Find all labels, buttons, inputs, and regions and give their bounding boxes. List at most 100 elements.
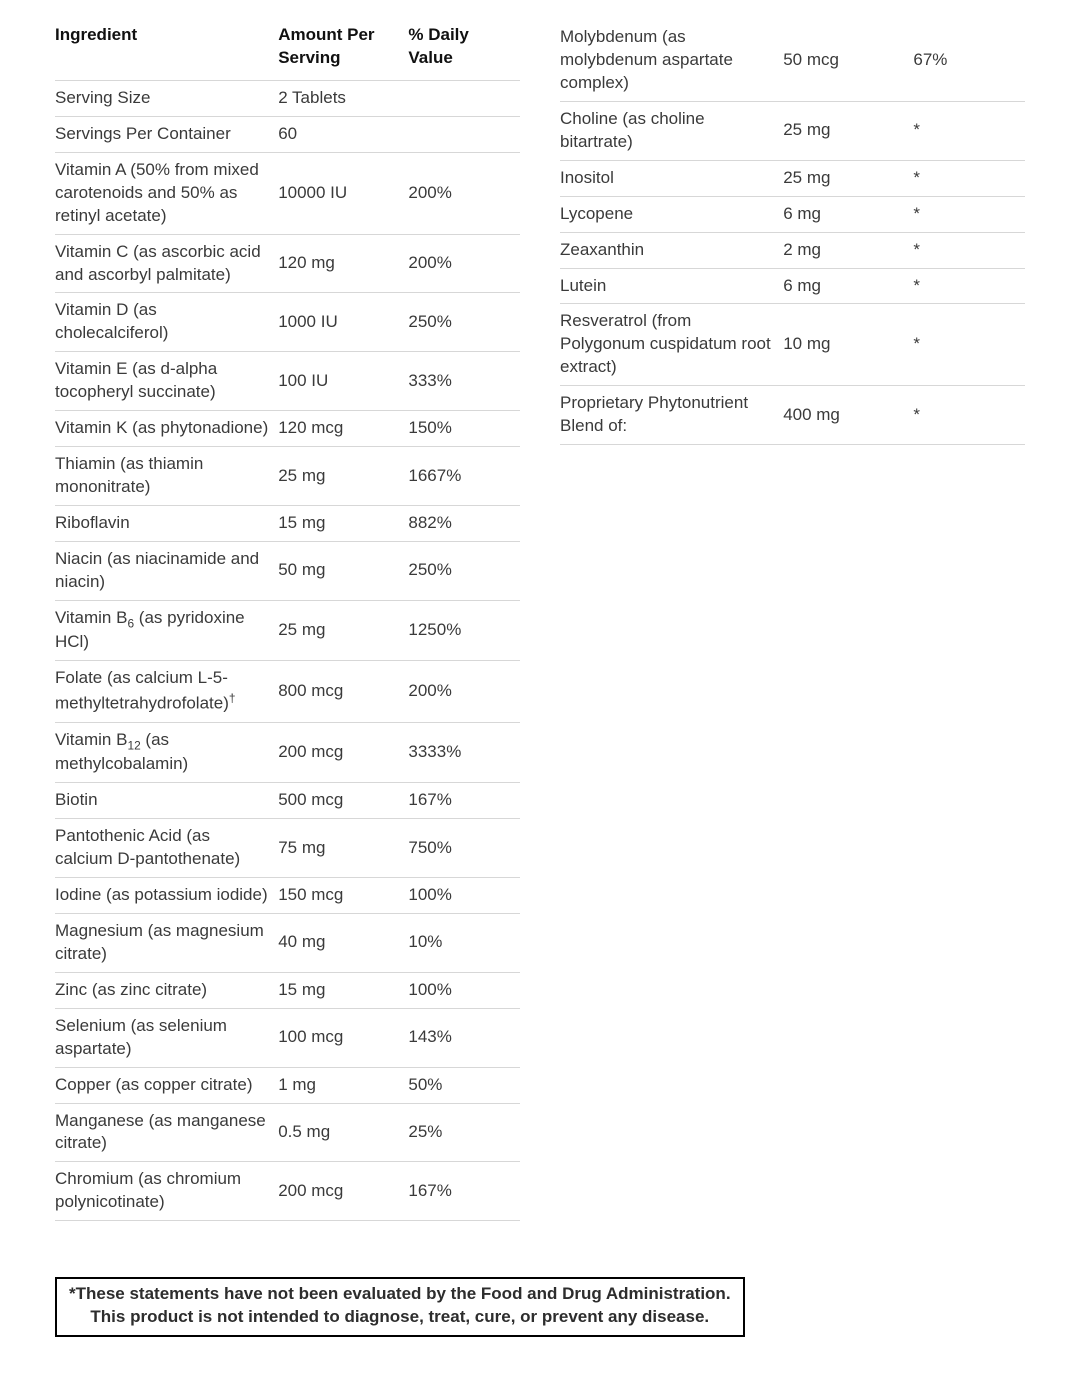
table-row: Serving Size2 Tablets (55, 80, 520, 116)
cell-ingredient: Riboflavin (55, 506, 278, 542)
fda-disclaimer: *These statements have not been evaluate… (55, 1277, 745, 1337)
table-row: Zinc (as zinc citrate)15 mg100% (55, 972, 520, 1008)
cell-daily-value: 150% (408, 411, 520, 447)
cell-amount: 400 mg (783, 386, 913, 445)
table-row: Riboflavin15 mg882% (55, 506, 520, 542)
cell-ingredient: Lutein (560, 268, 783, 304)
cell-amount: 500 mcg (278, 783, 408, 819)
cell-ingredient: Vitamin D (as cholecalciferol) (55, 293, 278, 352)
nutrition-table-left: Ingredient Amount Per Serving % Daily Va… (55, 20, 520, 1221)
cell-amount: 25 mg (278, 447, 408, 506)
table-row: Zeaxanthin2 mg* (560, 232, 1025, 268)
cell-amount: 200 mcg (278, 1162, 408, 1221)
table-row: Vitamin E (as d-alpha tocopheryl succina… (55, 352, 520, 411)
cell-amount: 1000 IU (278, 293, 408, 352)
cell-ingredient: Selenium (as selenium aspartate) (55, 1008, 278, 1067)
table-row: Vitamin B6 (as pyridoxine HCl)25 mg1250% (55, 600, 520, 660)
cell-ingredient: Resveratrol (from Polygonum cuspidatum r… (560, 304, 783, 386)
cell-amount: 15 mg (278, 972, 408, 1008)
table-row: Pantothenic Acid (as calcium D-pantothen… (55, 819, 520, 878)
cell-ingredient: Manganese (as manganese citrate) (55, 1103, 278, 1162)
table-row: Copper (as copper citrate)1 mg50% (55, 1067, 520, 1103)
cell-amount: 2 mg (783, 232, 913, 268)
cell-daily-value: * (913, 304, 1025, 386)
cell-amount: 800 mcg (278, 661, 408, 723)
cell-daily-value: 167% (408, 783, 520, 819)
cell-amount: 6 mg (783, 268, 913, 304)
cell-daily-value: 750% (408, 819, 520, 878)
cell-amount: 25 mg (783, 160, 913, 196)
cell-ingredient: Niacin (as niacinamide and niacin) (55, 541, 278, 600)
table-row: Vitamin B12 (as methylcobalamin)200 mcg3… (55, 722, 520, 782)
cell-amount: 10000 IU (278, 152, 408, 234)
cell-amount: 100 mcg (278, 1008, 408, 1067)
cell-daily-value: * (913, 196, 1025, 232)
cell-amount: 40 mg (278, 913, 408, 972)
cell-amount: 1 mg (278, 1067, 408, 1103)
disclaimer-line1: *These statements have not been evaluate… (69, 1284, 731, 1303)
table-row: Molybdenum (as molybdenum aspartate comp… (560, 20, 1025, 101)
cell-ingredient: Zinc (as zinc citrate) (55, 972, 278, 1008)
cell-daily-value: 200% (408, 234, 520, 293)
disclaimer-line2: This product is not intended to diagnose… (90, 1307, 709, 1326)
cell-daily-value: 100% (408, 972, 520, 1008)
table-row: Chromium (as chromium polynicotinate)200… (55, 1162, 520, 1221)
cell-daily-value: 10% (408, 913, 520, 972)
nutrition-table-right: Molybdenum (as molybdenum aspartate comp… (560, 20, 1025, 445)
cell-ingredient: Pantothenic Acid (as calcium D-pantothen… (55, 819, 278, 878)
cell-ingredient: Serving Size (55, 80, 278, 116)
cell-ingredient: Iodine (as potassium iodide) (55, 877, 278, 913)
cell-daily-value: 250% (408, 293, 520, 352)
cell-daily-value: * (913, 232, 1025, 268)
cell-daily-value: 50% (408, 1067, 520, 1103)
table-row: Manganese (as manganese citrate)0.5 mg25… (55, 1103, 520, 1162)
cell-daily-value: 100% (408, 877, 520, 913)
cell-daily-value: * (913, 101, 1025, 160)
cell-daily-value: 200% (408, 661, 520, 723)
cell-amount: 6 mg (783, 196, 913, 232)
header-dv: % Daily Value (408, 20, 520, 80)
cell-ingredient: Biotin (55, 783, 278, 819)
cell-ingredient: Vitamin B6 (as pyridoxine HCl) (55, 600, 278, 660)
cell-ingredient: Thiamin (as thiamin mononitrate) (55, 447, 278, 506)
cell-ingredient: Choline (as choline bitartrate) (560, 101, 783, 160)
cell-ingredient: Molybdenum (as molybdenum aspartate comp… (560, 20, 783, 101)
cell-daily-value (408, 116, 520, 152)
cell-amount: 25 mg (783, 101, 913, 160)
table-row: Servings Per Container60 (55, 116, 520, 152)
table-row: Magnesium (as magnesium citrate)40 mg10% (55, 913, 520, 972)
right-column: Molybdenum (as molybdenum aspartate comp… (560, 20, 1025, 445)
cell-amount: 2 Tablets (278, 80, 408, 116)
cell-amount: 50 mcg (783, 20, 913, 101)
disclaimer-container: *These statements have not been evaluate… (55, 1277, 1025, 1337)
cell-ingredient: Proprietary Phytonutrient Blend of: (560, 386, 783, 445)
cell-ingredient: Vitamin B12 (as methylcobalamin) (55, 722, 278, 782)
header-ingredient: Ingredient (55, 20, 278, 80)
table-row: Choline (as choline bitartrate)25 mg* (560, 101, 1025, 160)
table-row: Niacin (as niacinamide and niacin)50 mg2… (55, 541, 520, 600)
cell-amount: 50 mg (278, 541, 408, 600)
cell-amount: 25 mg (278, 600, 408, 660)
table-row: Folate (as calcium L-5-methyltetrahydrof… (55, 661, 520, 723)
cell-daily-value: 143% (408, 1008, 520, 1067)
cell-ingredient: Chromium (as chromium polynicotinate) (55, 1162, 278, 1221)
cell-daily-value: 1667% (408, 447, 520, 506)
cell-amount: 200 mcg (278, 722, 408, 782)
cell-amount: 60 (278, 116, 408, 152)
table-row: Lycopene6 mg* (560, 196, 1025, 232)
cell-daily-value: 200% (408, 152, 520, 234)
cell-ingredient: Servings Per Container (55, 116, 278, 152)
cell-daily-value: 67% (913, 20, 1025, 101)
table-row: Thiamin (as thiamin mononitrate)25 mg166… (55, 447, 520, 506)
cell-daily-value: 25% (408, 1103, 520, 1162)
cell-ingredient: Magnesium (as magnesium citrate) (55, 913, 278, 972)
cell-ingredient: Inositol (560, 160, 783, 196)
cell-daily-value: * (913, 386, 1025, 445)
cell-amount: 75 mg (278, 819, 408, 878)
cell-daily-value (408, 80, 520, 116)
cell-ingredient: Vitamin A (50% from mixed carotenoids an… (55, 152, 278, 234)
cell-amount: 120 mcg (278, 411, 408, 447)
cell-amount: 0.5 mg (278, 1103, 408, 1162)
table-row: Lutein6 mg* (560, 268, 1025, 304)
cell-amount: 15 mg (278, 506, 408, 542)
